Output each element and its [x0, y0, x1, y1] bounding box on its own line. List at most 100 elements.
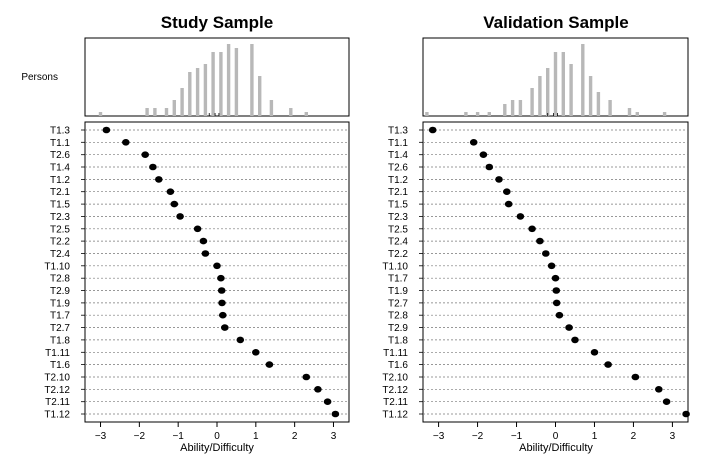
validation-item-point	[479, 151, 488, 158]
validation-item-label: T1.1	[388, 138, 408, 149]
study-item-point	[155, 176, 163, 183]
validation-sample-title: Validation Sample	[483, 13, 629, 32]
study-x-axis: −3 −2 −1 0 1 2 3	[95, 422, 337, 442]
validation-item-label: T1.8	[388, 335, 408, 346]
study-x-tick-label: −1	[172, 431, 184, 442]
study-histogram-bar	[180, 88, 184, 116]
study-item-label: T2.2	[50, 237, 70, 248]
validation-histogram-bar	[662, 112, 667, 116]
persons-label: Persons	[21, 72, 58, 83]
validation-item-point	[536, 237, 544, 245]
study-item-label: T2.9	[50, 286, 70, 297]
study-item-point	[219, 311, 227, 319]
validation-item-point	[504, 200, 513, 208]
validation-histogram-bar	[635, 112, 639, 116]
study-sample-title: Study Sample	[161, 13, 273, 32]
study-item-point	[218, 299, 226, 307]
validation-item-label: T2.3	[388, 212, 408, 223]
study-histogram-bar	[304, 112, 308, 116]
study-item-point	[236, 336, 245, 344]
study-item-label: T2.12	[44, 385, 70, 396]
study-item-point	[314, 386, 322, 393]
study-sample-panel: Study Sample Persons T1.3T1.1T2.6T1.4T1.…	[21, 13, 350, 454]
validation-item-label: T1.2	[388, 175, 408, 186]
validation-item-point	[590, 349, 599, 356]
validation-item-label: T2.10	[382, 373, 408, 384]
validation-histogram-bar	[596, 92, 601, 116]
study-x-axis-title: Ability/Difficulty	[180, 442, 254, 454]
study-item-label: T1.8	[50, 335, 70, 346]
study-histogram-bar	[211, 52, 215, 116]
validation-item-point	[503, 188, 511, 195]
validation-histogram-bar	[475, 112, 480, 116]
validation-item-point	[571, 336, 579, 344]
validation-histogram-bar	[608, 100, 612, 116]
study-histogram-bar	[98, 112, 103, 116]
study-item-label: T1.11	[45, 348, 70, 359]
study-item-label: T1.4	[50, 163, 70, 174]
study-item-label: T1.9	[50, 298, 70, 309]
validation-histogram-bar	[503, 104, 507, 116]
study-item-point	[302, 373, 311, 381]
validation-x-tick-label: −3	[433, 431, 445, 442]
study-item-point	[122, 139, 130, 146]
validation-item-labels: T1.3T1.1T1.4 T2.6T1.2T2.1 T1.5T2.3T2.5 T2.4…	[382, 126, 408, 421]
validation-item-point	[547, 262, 556, 270]
study-histogram-bar	[289, 108, 293, 116]
study-histogram-bar	[153, 108, 157, 116]
study-histogram-bar	[145, 108, 149, 116]
validation-histogram	[425, 44, 667, 116]
study-histogram-frame	[84, 37, 350, 117]
study-item-point	[141, 151, 149, 158]
study-x-tick-label: −2	[134, 431, 146, 442]
validation-item-point	[528, 225, 536, 233]
validation-histogram-bar	[487, 112, 491, 116]
study-histogram-bar	[203, 64, 208, 116]
study-item-point	[170, 200, 179, 208]
study-item-label: T2.1	[50, 187, 70, 198]
study-item-point	[213, 262, 221, 270]
validation-item-label: T1.9	[388, 286, 408, 297]
study-x-tick-label: 2	[292, 431, 298, 442]
validation-x-tick-label: 2	[631, 431, 637, 442]
validation-item-label: T1.7	[388, 274, 408, 285]
validation-item-point	[551, 274, 560, 282]
study-item-label: T2.11	[45, 397, 70, 408]
validation-x-tick-label: −1	[511, 431, 523, 442]
validation-x-tick-label: 3	[670, 431, 676, 442]
study-x-tick-label: 3	[331, 431, 337, 442]
validation-item-label: T1.10	[382, 261, 408, 272]
validation-item-point	[565, 324, 573, 331]
study-item-label: T1.6	[50, 360, 70, 371]
study-histogram-bar	[250, 44, 254, 116]
validation-item-point	[631, 373, 640, 381]
validation-item-point	[655, 386, 663, 393]
validation-x-tick-label: 0	[553, 431, 559, 442]
validation-histogram-bar	[561, 52, 565, 116]
study-x-tick-label: 1	[253, 431, 259, 442]
study-histogram	[98, 44, 308, 116]
study-item-label: T1.2	[50, 175, 70, 186]
validation-histogram-bar	[518, 100, 523, 116]
study-item-point	[199, 237, 208, 245]
validation-item-label: T2.12	[382, 385, 408, 396]
study-x-tick-label: −3	[95, 431, 107, 442]
study-histogram-bar	[172, 100, 176, 116]
study-item-point	[193, 225, 202, 233]
validation-item-label: T2.2	[388, 249, 408, 260]
validation-item-label: T1.6	[388, 360, 408, 371]
validation-item-point	[428, 126, 437, 134]
validation-item-point	[604, 361, 612, 368]
study-item-point	[149, 163, 157, 171]
validation-item-label: T2.9	[388, 323, 408, 334]
validation-item-point	[555, 311, 564, 319]
study-item-labels: T1.3T1.1T2.6 T1.4T1.2T2.1 T1.5T2.3T2.5 T2.2…	[44, 126, 70, 421]
study-item-label: T2.8	[50, 274, 70, 285]
study-guidelines	[81, 129, 349, 415]
study-histogram-bar	[269, 100, 274, 116]
study-histogram-bar	[188, 72, 192, 116]
study-histogram-bar	[226, 44, 231, 116]
validation-item-label: T1.12	[382, 410, 408, 421]
study-histogram-bar	[258, 76, 262, 116]
